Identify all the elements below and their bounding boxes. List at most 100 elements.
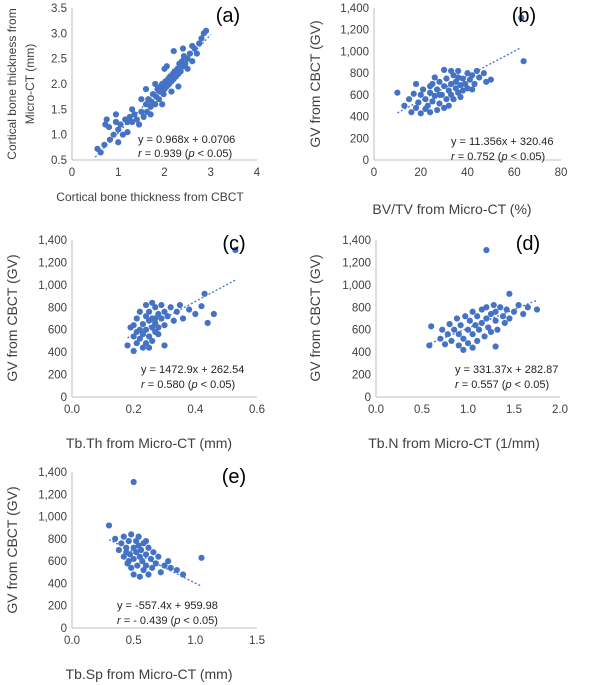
y-tick-label: 400 <box>352 347 371 359</box>
data-point <box>469 344 476 351</box>
data-point <box>434 86 441 93</box>
data-point <box>161 308 168 315</box>
data-point <box>515 301 522 309</box>
data-point <box>155 96 163 103</box>
correlation-label: r = 0.580 (p < 0.05) <box>141 379 235 391</box>
data-point <box>520 310 527 318</box>
data-point <box>412 104 420 111</box>
data-point <box>118 540 125 547</box>
data-point <box>429 98 436 105</box>
y-tick-label: 0 <box>363 155 369 167</box>
panel-label: (a) <box>216 5 240 27</box>
data-point <box>167 564 174 571</box>
data-point <box>130 555 137 563</box>
data-point <box>441 341 449 348</box>
panel-label: (d) <box>516 233 540 255</box>
data-point <box>101 141 108 148</box>
data-point <box>105 123 113 131</box>
data-point <box>186 50 194 57</box>
data-point <box>426 342 433 349</box>
data-point <box>464 326 472 333</box>
y-tick-label: 0.5 <box>51 155 67 167</box>
data-point <box>129 118 136 126</box>
data-point <box>179 315 187 322</box>
data-point <box>450 96 457 103</box>
data-point <box>112 111 120 118</box>
data-point <box>469 308 476 315</box>
x-tick-label: 3 <box>208 167 214 179</box>
data-point <box>139 558 146 565</box>
data-point <box>137 546 145 554</box>
data-point <box>136 335 143 342</box>
y-tick-label: 1,200 <box>342 257 371 269</box>
data-point <box>492 343 499 350</box>
data-point <box>120 533 127 540</box>
data-point <box>469 86 476 93</box>
data-point <box>471 80 478 88</box>
data-point <box>476 74 483 81</box>
data-point <box>459 75 466 82</box>
x-tick-label: 0.0 <box>368 404 384 416</box>
y-tick-label: 1,000 <box>38 280 67 292</box>
x-tick-label: 40 <box>461 167 474 179</box>
data-point <box>436 78 443 85</box>
data-point <box>499 313 507 320</box>
panel-label: (c) <box>222 233 245 255</box>
x-tick-label: 0.5 <box>414 404 430 416</box>
data-point <box>394 89 401 96</box>
correlation-label: r = - 0.439 (p < 0.05) <box>117 615 218 627</box>
data-point <box>410 90 417 97</box>
data-point <box>198 554 205 561</box>
scatter-panel-1: 0 1 2 3 4 0.5 1.0 1.5 2.0 2.5 3.0 3.5 Cortical bone … <box>5 3 261 204</box>
data-point <box>437 335 444 342</box>
data-point <box>176 301 184 309</box>
data-point <box>441 83 448 90</box>
data-point <box>501 319 508 327</box>
data-point <box>149 564 156 571</box>
data-point <box>129 106 136 113</box>
data-point <box>138 108 145 115</box>
y-axis-label: GV from CBCT (GV) <box>4 486 20 613</box>
y-tick-label: 0 <box>365 392 371 404</box>
data-point <box>487 328 495 336</box>
data-point <box>524 304 531 311</box>
data-point <box>123 544 130 551</box>
data-point <box>139 331 147 338</box>
data-point <box>133 549 140 556</box>
data-point <box>145 544 152 551</box>
data-point <box>123 549 130 556</box>
data-point <box>97 149 104 156</box>
data-point <box>460 335 467 342</box>
data-point <box>131 111 138 118</box>
y-axis-label: GV from CBCT (GV) <box>4 254 20 381</box>
data-point <box>408 109 415 116</box>
x-tick-label: 0.5 <box>126 635 142 647</box>
data-point <box>457 322 464 329</box>
y-tick-label: 0 <box>61 392 67 404</box>
data-point <box>173 566 180 574</box>
data-point <box>161 342 168 349</box>
data-point <box>182 60 189 67</box>
data-point <box>168 88 175 95</box>
data-point <box>145 571 152 578</box>
data-point <box>106 136 114 143</box>
data-point <box>135 533 142 540</box>
y-tick-label: 800 <box>352 302 371 314</box>
data-point <box>464 340 472 347</box>
data-point <box>128 531 135 538</box>
y-axis-label: GV from CBCT (GV) <box>307 254 323 381</box>
y-tick-label: 800 <box>48 534 67 546</box>
data-point <box>130 571 137 578</box>
y-tick-label: 800 <box>48 302 67 314</box>
data-point <box>444 331 451 338</box>
data-point <box>436 100 443 107</box>
data-point <box>483 78 490 85</box>
scatter-panel-2: 0 20 40 60 8002004006008001,0001,2001,400BV/… <box>307 3 567 217</box>
x-tick-label: 2.0 <box>552 404 568 416</box>
y-tick-label: 1.0 <box>51 130 67 142</box>
data-point <box>165 558 172 565</box>
data-point <box>149 299 156 306</box>
data-point <box>415 99 422 106</box>
data-point <box>140 113 147 121</box>
